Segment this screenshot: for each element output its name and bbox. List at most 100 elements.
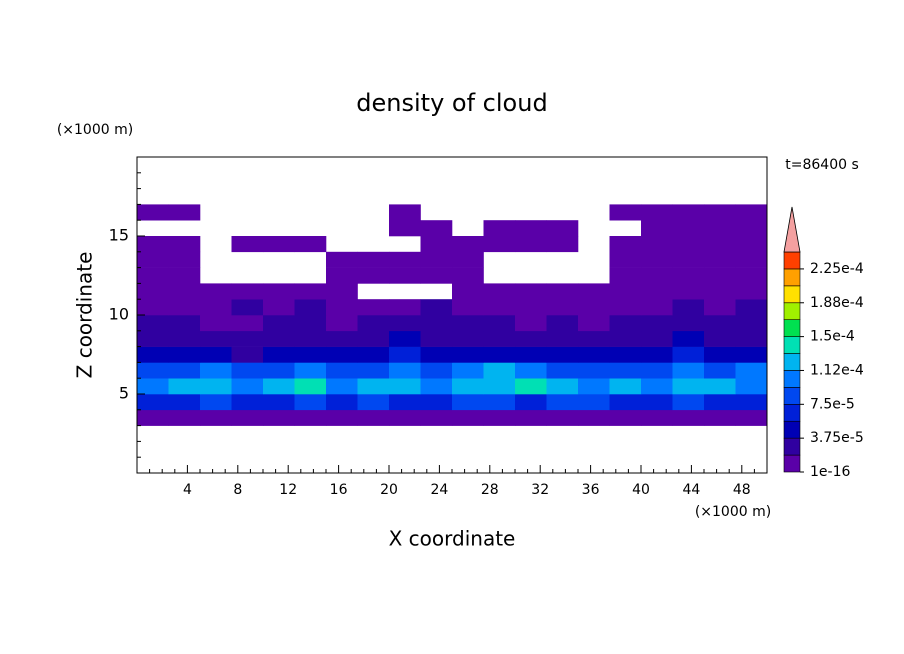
heat-cell bbox=[609, 346, 642, 363]
heat-cell bbox=[295, 252, 327, 268]
heat-cell bbox=[326, 409, 358, 426]
heat-cell bbox=[672, 315, 705, 332]
heat-cell bbox=[483, 394, 516, 411]
heat-cell bbox=[168, 330, 201, 347]
heat-cell bbox=[294, 378, 327, 395]
heat-cell bbox=[452, 346, 484, 363]
heat-cell bbox=[263, 409, 295, 426]
heat-cell bbox=[326, 330, 358, 347]
heat-cell bbox=[326, 394, 358, 411]
colorbar-band bbox=[783, 454, 801, 473]
heat-cell bbox=[420, 409, 453, 426]
x-tick-label: 28 bbox=[481, 482, 499, 498]
heat-cell bbox=[168, 362, 201, 379]
heat-cell bbox=[484, 268, 516, 284]
heat-cell bbox=[326, 220, 358, 236]
colorbar-extend bbox=[783, 206, 801, 253]
heat-cell bbox=[735, 394, 768, 411]
colorbar-band bbox=[783, 437, 801, 456]
heat-cell bbox=[263, 268, 295, 284]
heat-cell bbox=[137, 409, 169, 426]
heat-cell bbox=[358, 204, 390, 220]
heat-cell bbox=[483, 220, 516, 237]
y-tick-label: 15 bbox=[109, 226, 129, 245]
x-tick-label: 36 bbox=[582, 482, 600, 498]
heat-cell bbox=[735, 362, 768, 379]
x-tick-label: 48 bbox=[733, 482, 751, 498]
heat-cell bbox=[483, 299, 516, 316]
heat-cell bbox=[704, 362, 736, 379]
heat-cell bbox=[452, 378, 484, 395]
heat-cell bbox=[326, 204, 358, 220]
heat-cell bbox=[672, 330, 705, 347]
heat-cell bbox=[231, 330, 264, 347]
heat-cell bbox=[546, 236, 579, 253]
heat-cell bbox=[672, 394, 705, 411]
colorbar-band bbox=[783, 268, 801, 287]
heat-cell bbox=[578, 204, 610, 220]
heat-cell bbox=[546, 409, 579, 426]
heat-cell bbox=[641, 236, 673, 253]
heat-cell bbox=[200, 378, 232, 395]
heat-cell bbox=[546, 378, 579, 395]
colorbar-band bbox=[783, 302, 801, 320]
heat-cell bbox=[546, 346, 579, 363]
heat-cell bbox=[137, 251, 169, 268]
heat-cell bbox=[452, 409, 484, 426]
heat-cell bbox=[735, 409, 768, 426]
heat-cell bbox=[704, 299, 736, 316]
heat-cell bbox=[735, 220, 768, 237]
heat-cell bbox=[735, 315, 768, 332]
heat-cell bbox=[452, 394, 484, 411]
heat-cell bbox=[420, 362, 453, 379]
heat-cell bbox=[452, 220, 484, 236]
heat-cell bbox=[735, 299, 768, 316]
heat-cell bbox=[357, 330, 390, 347]
heat-cell bbox=[515, 346, 547, 363]
y-axis-label: Z coordinate bbox=[73, 252, 97, 379]
heat-cell bbox=[200, 362, 232, 379]
heat-cell bbox=[263, 330, 295, 347]
heat-cell bbox=[578, 362, 610, 379]
heat-cell bbox=[231, 378, 264, 395]
heat-cell bbox=[547, 268, 579, 284]
heat-cell bbox=[641, 330, 673, 347]
colorbar-band bbox=[783, 251, 801, 270]
colorbar-band bbox=[783, 370, 801, 388]
heat-cell bbox=[326, 236, 358, 252]
heat-cell bbox=[547, 204, 579, 220]
heat-cell bbox=[137, 378, 169, 395]
colorbar-band bbox=[783, 336, 801, 354]
heat-cell bbox=[358, 283, 390, 299]
heat-cell bbox=[326, 315, 358, 332]
heat-cell bbox=[704, 330, 736, 347]
heat-cell bbox=[672, 204, 705, 221]
colorbar-tick-label: 7.5e-5 bbox=[810, 396, 855, 412]
heat-cell bbox=[515, 330, 547, 347]
heat-cell bbox=[295, 204, 327, 220]
heat-cell bbox=[358, 220, 390, 236]
colorbar-tick-label: 1.88e-4 bbox=[810, 295, 864, 311]
heat-cell bbox=[295, 220, 327, 236]
heat-cell bbox=[641, 299, 673, 316]
heat-cell bbox=[610, 220, 642, 236]
x-tick-label: 8 bbox=[233, 482, 242, 498]
heat-cell bbox=[389, 315, 421, 332]
colorbar-tick-label: 2.25e-4 bbox=[810, 261, 864, 277]
heat-cell bbox=[200, 315, 232, 332]
heat-cell bbox=[200, 299, 232, 316]
heat-cell bbox=[672, 346, 705, 363]
heat-cell bbox=[735, 346, 768, 363]
heat-cell bbox=[515, 315, 547, 332]
heat-cell bbox=[232, 220, 264, 236]
heat-cell bbox=[641, 362, 673, 379]
heat-cell bbox=[137, 346, 169, 363]
heat-cell bbox=[168, 299, 201, 316]
heat-cell bbox=[578, 409, 610, 426]
heat-cell bbox=[421, 283, 453, 299]
heat-cell bbox=[735, 267, 768, 284]
heat-cell bbox=[357, 362, 390, 379]
heat-cell bbox=[263, 204, 295, 220]
heat-cell bbox=[546, 299, 579, 316]
